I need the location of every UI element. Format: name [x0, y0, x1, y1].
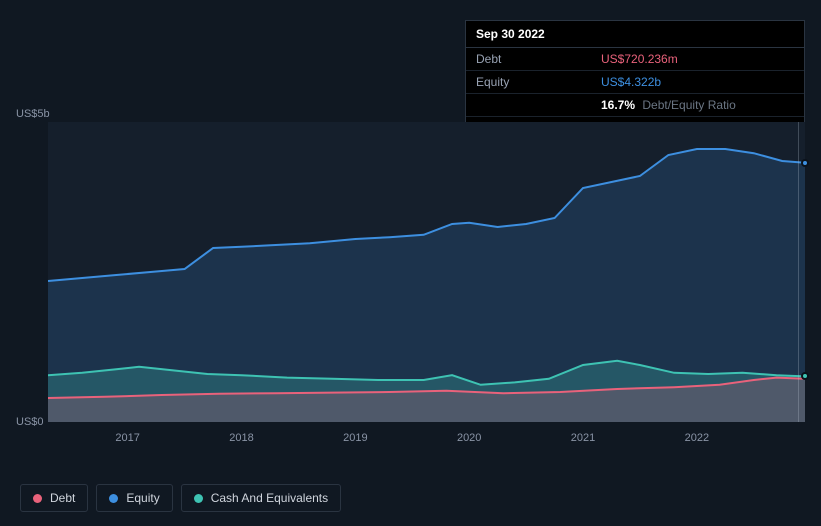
- tooltip-row-equity: Equity US$4.322b: [466, 71, 804, 94]
- chart-plot-area[interactable]: US$5b US$0: [48, 122, 805, 422]
- x-axis-tick: 2017: [115, 432, 139, 444]
- series-endpoint-icon: [801, 372, 809, 380]
- tooltip-label: Equity: [476, 75, 601, 89]
- circle-icon: [194, 494, 203, 503]
- x-axis-tick: 2019: [343, 432, 367, 444]
- tooltip-value: US$4.322b: [601, 75, 661, 89]
- chart-legend: Debt Equity Cash And Equivalents: [20, 484, 341, 512]
- tooltip-row-debt: Debt US$720.236m: [466, 48, 804, 71]
- tooltip-ratio: 16.7% Debt/Equity Ratio: [601, 98, 736, 112]
- tooltip-row-ratio: 16.7% Debt/Equity Ratio: [466, 94, 804, 117]
- legend-item-debt[interactable]: Debt: [20, 484, 88, 512]
- series-endpoint-icon: [801, 159, 809, 167]
- x-axis-tick: 2018: [229, 432, 253, 444]
- x-axis-tick: 2021: [571, 432, 595, 444]
- ratio-pct: 16.7%: [601, 98, 635, 112]
- legend-label: Debt: [50, 491, 75, 505]
- x-axis-tick: 2020: [457, 432, 481, 444]
- tooltip-label: [476, 98, 601, 112]
- circle-icon: [109, 494, 118, 503]
- ratio-text: Debt/Equity Ratio: [642, 98, 735, 112]
- x-axis-tick: 2022: [685, 432, 709, 444]
- legend-label: Equity: [126, 491, 159, 505]
- hover-line: [798, 122, 799, 422]
- x-axis: 2017 2018 2019 2020 2021 2022: [48, 432, 805, 452]
- tooltip-label: Debt: [476, 52, 601, 66]
- legend-item-equity[interactable]: Equity: [96, 484, 172, 512]
- y-axis-max-label: US$5b: [16, 108, 50, 120]
- y-axis-min-label: US$0: [16, 416, 44, 428]
- legend-item-cash[interactable]: Cash And Equivalents: [181, 484, 341, 512]
- tooltip-value: US$720.236m: [601, 52, 678, 66]
- chart-svg: [48, 122, 805, 422]
- circle-icon: [33, 494, 42, 503]
- tooltip-date: Sep 30 2022: [466, 21, 804, 48]
- legend-label: Cash And Equivalents: [211, 491, 328, 505]
- plot-background: [48, 122, 805, 422]
- chart-container: US$5b US$0 2017 2018 2019 2020 2021 2022: [16, 122, 805, 452]
